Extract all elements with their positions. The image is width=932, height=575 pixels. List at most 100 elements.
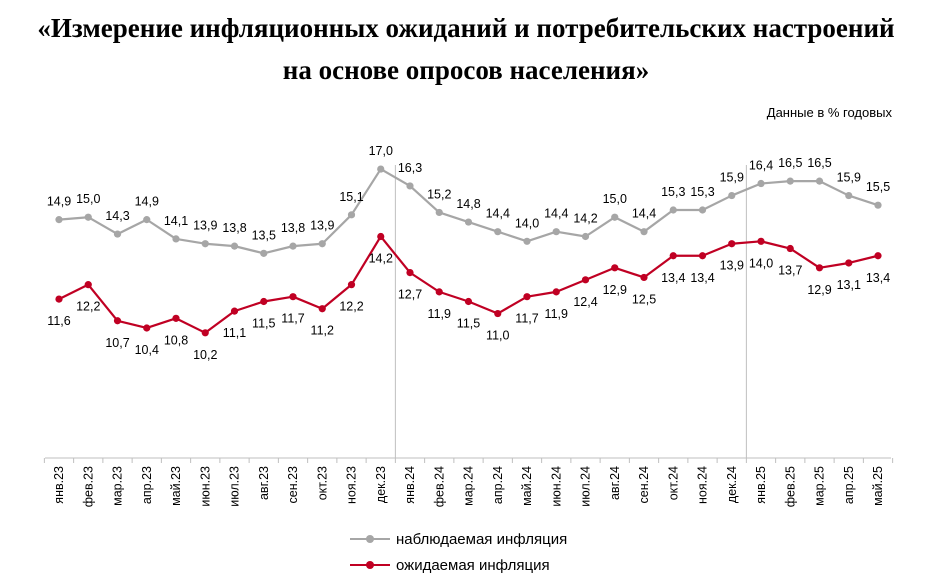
data-label-expected: 11,5 — [457, 317, 480, 331]
x-tick-label: окт.24 — [666, 466, 680, 500]
data-point-expected — [84, 281, 92, 289]
x-tick-label: июн.23 — [198, 466, 212, 507]
legend-item-expected: ожидаемая инфляция — [350, 555, 550, 575]
data-point-expected — [874, 252, 882, 260]
x-tick-label: апр.25 — [842, 466, 856, 504]
data-point-expected — [230, 307, 239, 315]
x-tick-label: мар.25 — [813, 466, 827, 506]
data-label-observed: 17,0 — [369, 144, 393, 158]
data-label-expected: 12,9 — [603, 283, 627, 297]
data-point-observed — [84, 213, 92, 221]
data-label-observed: 13,8 — [222, 221, 246, 235]
x-tick-label: янв.23 — [52, 466, 66, 504]
data-point-observed — [347, 211, 356, 219]
data-point-expected — [172, 314, 180, 322]
data-point-observed — [230, 242, 239, 250]
data-point-observed — [464, 218, 473, 226]
data-point-observed — [289, 242, 297, 250]
data-point-observed — [143, 216, 151, 224]
data-point-expected — [845, 259, 853, 267]
data-label-expected: 14,0 — [749, 256, 773, 270]
x-tick-label: сен.24 — [637, 466, 651, 504]
page-title: «Измерение инфляционных ожиданий и потре… — [37, 13, 895, 43]
data-point-expected — [494, 309, 502, 318]
data-point-expected — [464, 297, 473, 306]
data-point-observed — [172, 235, 180, 243]
data-label-expected: 13,4 — [690, 271, 714, 285]
data-point-observed — [698, 206, 707, 214]
data-label-observed: 15,9 — [837, 171, 861, 185]
data-label-expected: 13,1 — [837, 278, 861, 292]
x-tick-label: авг.23 — [257, 466, 271, 500]
data-label-observed: 15,0 — [76, 192, 100, 206]
data-label-observed: 14,9 — [135, 195, 159, 209]
data-point-observed — [640, 228, 648, 236]
legend-swatch-expected — [350, 555, 390, 575]
x-tick-label: фев.23 — [81, 466, 95, 507]
data-point-expected — [757, 237, 765, 245]
data-label-expected: 10,2 — [193, 348, 217, 362]
x-tick-label: окт.23 — [315, 466, 329, 500]
data-point-observed — [318, 240, 326, 248]
data-point-expected — [318, 305, 326, 313]
x-tick-label: мар.23 — [111, 466, 125, 506]
data-point-expected — [55, 295, 63, 303]
data-label-expected: 10,4 — [135, 343, 159, 357]
data-point-expected — [523, 293, 531, 301]
x-tick-label: ноя.23 — [345, 466, 359, 504]
data-point-expected — [728, 240, 736, 248]
data-label-observed: 13,9 — [193, 219, 217, 233]
x-tick-label: май.23 — [169, 466, 183, 506]
x-tick-label: дек.23 — [374, 466, 388, 503]
data-label-expected: 11,6 — [47, 314, 70, 328]
x-tick-label: июн.24 — [549, 466, 563, 507]
data-point-expected — [552, 288, 560, 296]
data-point-observed — [581, 232, 590, 241]
data-point-observed — [552, 228, 560, 236]
x-tick-label: фев.25 — [783, 466, 797, 507]
data-label-expected: 13,4 — [866, 271, 890, 285]
data-point-expected — [581, 276, 590, 284]
data-label-observed: 14,2 — [573, 211, 597, 225]
legend-label-observed: наблюдаемая инфляция — [396, 530, 568, 548]
data-label-observed: 14,4 — [632, 207, 656, 221]
data-label-expected: 12,9 — [807, 283, 831, 297]
data-label-expected: 11,9 — [428, 307, 451, 321]
x-tick-label: июл.24 — [579, 466, 593, 507]
data-label-observed: 13,8 — [281, 221, 305, 235]
data-label-observed: 13,5 — [252, 228, 276, 242]
data-point-observed — [728, 191, 736, 200]
data-point-observed — [494, 228, 502, 236]
data-label-expected: 13,4 — [661, 271, 685, 285]
x-tick-label: мар.24 — [462, 466, 476, 506]
data-label-observed: 15,3 — [661, 185, 685, 199]
x-tick-label: май.24 — [520, 466, 534, 506]
x-tick-label: апр.24 — [491, 466, 505, 504]
data-point-observed — [815, 177, 824, 185]
data-label-observed: 14,1 — [164, 214, 188, 228]
data-point-observed — [874, 201, 882, 209]
data-point-expected — [786, 244, 794, 253]
data-label-expected: 12,7 — [398, 288, 422, 302]
data-label-observed: 15,3 — [690, 185, 714, 199]
data-label-observed: 15,1 — [339, 190, 363, 204]
x-tick-label: май.25 — [871, 466, 885, 506]
data-label-expected: 10,7 — [105, 336, 129, 350]
x-tick-label: авг.24 — [608, 466, 622, 500]
data-label-expected: 11,9 — [545, 307, 568, 321]
data-label-expected: 12,5 — [632, 292, 656, 306]
data-point-observed — [406, 182, 414, 190]
data-point-observed — [786, 177, 794, 185]
data-point-expected — [201, 329, 209, 337]
x-tick-label: сен.23 — [286, 466, 300, 504]
legend-label-expected: ожидаемая инфляция — [396, 556, 550, 574]
data-label-observed: 15,2 — [427, 187, 451, 201]
data-label-observed: 14,4 — [544, 207, 568, 221]
data-label-observed: 16,3 — [398, 161, 422, 175]
data-label-observed: 16,5 — [807, 156, 831, 170]
data-point-observed — [201, 240, 209, 248]
page-subtitle: на основе опросов населения» — [282, 55, 650, 85]
x-tick-label: дек.24 — [725, 466, 739, 503]
x-tick-label: ноя.24 — [696, 466, 710, 504]
